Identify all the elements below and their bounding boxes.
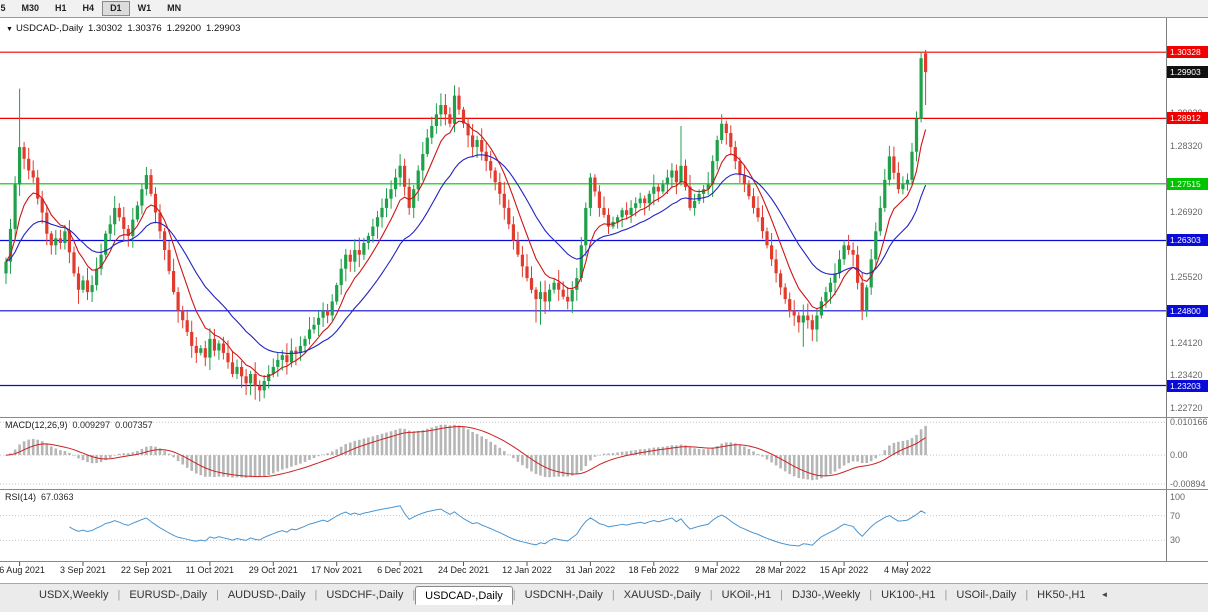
time-axis-label: 16 Aug 2021 — [0, 565, 45, 575]
price-axis-label: 1.28320 — [1170, 141, 1203, 152]
tab-uk100-h1[interactable]: UK100-,H1 — [881, 589, 936, 601]
price-level-badge: 1.23203 — [1167, 379, 1208, 392]
macd-header: MACD(12,26,9) 0.009297 0.007357 — [5, 420, 153, 430]
tab-separator: | — [944, 588, 948, 601]
ohlc-high: 1.30376 — [127, 23, 162, 34]
time-axis-label: 22 Sep 2021 — [120, 565, 172, 575]
tab-separator: | — [780, 588, 783, 601]
price-axis-label: 1.26920 — [1170, 206, 1203, 217]
tab-ukoil-h1[interactable]: UKOil-,H1 — [721, 589, 772, 601]
time-axis-label: 15 Apr 2022 — [819, 565, 869, 575]
tab-separator: | — [709, 588, 713, 601]
rsi-axis-label: 70 — [1170, 510, 1181, 521]
tab-separator: | — [215, 588, 219, 601]
rsi-axis-label: 100 — [1170, 492, 1186, 502]
price-level-badge: 1.28912 — [1167, 112, 1208, 125]
tab-usdcnh-daily[interactable]: USDCNH-,Daily — [524, 589, 603, 601]
timeframe-button-m30[interactable]: M30 — [21, 3, 40, 13]
chart-tab-bar: USDX,Weekly | EURUSD-,Daily | AUDUSD-,Daily |… — [0, 583, 1208, 612]
timeframe-buttons: M5 M30 H1 H4 D1 W1 MN — [0, 0, 1208, 17]
price-axis[interactable] — [1166, 17, 1208, 562]
price-axis-label: 1.23420 — [1170, 370, 1203, 381]
price-axis-label: 1.22720 — [1170, 403, 1203, 414]
macd-axis-label: 0.010166 — [1170, 417, 1208, 428]
tab-separator: | — [1025, 588, 1029, 601]
tab-eurusd-daily[interactable]: EURUSD-,Daily — [129, 589, 207, 601]
tab-separator: | — [611, 588, 615, 601]
tab-separator: | — [117, 588, 121, 601]
timeframe-button-w1[interactable]: W1 — [137, 3, 152, 13]
pane-separator — [0, 561, 1208, 562]
time-axis-label: 31 Jan 2022 — [565, 565, 616, 575]
rsi-label: RSI(14) — [5, 492, 37, 502]
rsi-header: RSI(14) 67.0363 — [5, 492, 74, 502]
tab-separator: | — [314, 588, 318, 601]
ohlc-low: 1.29200 — [166, 23, 202, 34]
time-axis[interactable]: 16 Aug 2021 3 Sep 2021 22 Sep 2021 11 Oct 2… — [0, 562, 1166, 583]
tab-usdx-weekly[interactable]: USDX,Weekly — [39, 589, 109, 601]
tab-separator: | — [512, 588, 516, 601]
macd-label: MACD(12,26,9) — [5, 420, 68, 430]
tab-separator: | — [412, 588, 416, 601]
time-axis-label: 9 Mar 2022 — [694, 565, 740, 575]
time-axis-label: 28 Mar 2022 — [755, 565, 806, 575]
time-axis-label: 29 Oct 2021 — [248, 565, 298, 575]
time-axis-label: 18 Feb 2022 — [628, 565, 680, 575]
ohlc-open: 1.30302 — [87, 23, 123, 34]
chart-canvas[interactable] — [0, 0, 1208, 583]
chart-marker-icon: ▼ — [6, 26, 13, 33]
tab-usoil-daily[interactable]: USOil-,Daily — [956, 589, 1017, 601]
time-axis-label: 4 May 2022 — [883, 565, 931, 575]
rsi-axis-label: 30 — [1170, 535, 1181, 546]
tab-audusd-daily[interactable]: AUDUSD-,Daily — [227, 589, 306, 601]
price-level-badge: 1.26303 — [1167, 234, 1208, 247]
macd-signal-value: 0.007357 — [115, 420, 153, 430]
time-axis-label: 12 Jan 2022 — [502, 565, 552, 575]
current-price-badge: 1.29903 — [1167, 66, 1208, 79]
tab-usdcad-daily[interactable]: USDCAD-,Daily — [415, 585, 513, 605]
macd-axis-label: -0.00894 — [1170, 478, 1206, 489]
chart-symbol-label: USDCAD-,Daily — [15, 23, 83, 34]
price-level-badge: 1.24800 — [1167, 304, 1208, 317]
timeframe-button-h4[interactable]: H4 — [82, 3, 95, 13]
time-axis-label: 17 Nov 2021 — [311, 565, 363, 575]
timeframe-button-mn[interactable]: MN — [167, 3, 182, 13]
macd-main-value: 0.009297 — [72, 420, 111, 430]
timeframe-button-h1[interactable]: H1 — [55, 3, 67, 13]
timeframe-button-m5[interactable]: M5 — [0, 3, 6, 13]
tab-dj30-weekly[interactable]: DJ30-,Weekly — [792, 589, 861, 601]
time-axis-label: 11 Oct 2021 — [185, 565, 235, 575]
time-axis-label: 24 Dec 2021 — [437, 565, 490, 575]
time-axis-label: 6 Dec 2021 — [377, 565, 424, 575]
timeframe-button-d1[interactable]: D1 — [102, 1, 130, 16]
chart-title: ▼ USDCAD-,Daily 1.30302 1.30376 1.29200 1.299… — [6, 23, 240, 34]
tab-scroll-left-icon[interactable]: ◄ — [1100, 590, 1109, 599]
time-axis-label: 3 Sep 2021 — [59, 565, 107, 575]
pane-separator[interactable] — [0, 489, 1208, 490]
tab-hk50-h1[interactable]: HK50-,H1 — [1037, 589, 1086, 601]
tab-xauusd-daily[interactable]: XAUUSD-,Daily — [623, 589, 701, 601]
ohlc-close: 1.29903 — [206, 23, 241, 34]
rsi-value: 67.0363 — [41, 492, 74, 502]
timeframe-toolbar: M5 M30 H1 H4 D1 W1 MN — [0, 0, 1208, 18]
pane-separator[interactable] — [0, 417, 1208, 418]
price-axis-label: 1.24120 — [1170, 337, 1203, 348]
macd-axis-label: 0.00 — [1170, 450, 1188, 461]
chart-tabs: USDX,Weekly | EURUSD-,Daily | AUDUSD-,Daily |… — [30, 584, 1094, 605]
tab-usdchf-daily[interactable]: USDCHF-,Daily — [326, 589, 404, 601]
price-level-badge: 1.30328 — [1167, 46, 1208, 59]
price-axis-label: 1.25520 — [1170, 272, 1203, 283]
tab-separator: | — [869, 588, 873, 601]
price-level-badge: 1.27515 — [1167, 177, 1208, 190]
